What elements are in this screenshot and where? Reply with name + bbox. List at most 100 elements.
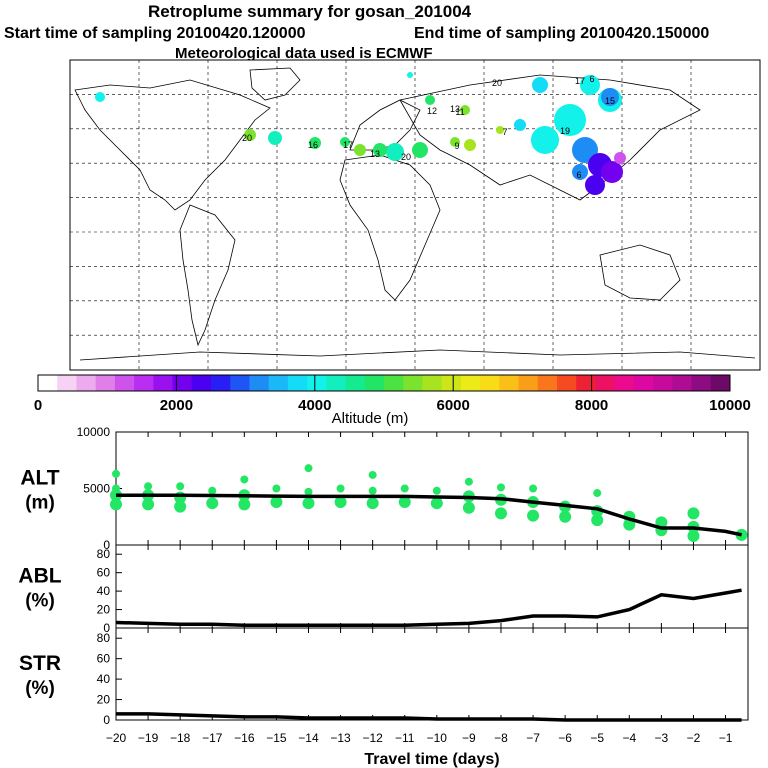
- plume-marker: [572, 164, 588, 180]
- x-tick-label: −4: [622, 731, 636, 745]
- panel-unit: (%): [25, 678, 55, 699]
- altitude-point: [368, 486, 377, 495]
- colorbar-segment: [499, 375, 520, 391]
- south-america-outline: [179, 204, 236, 347]
- altitude-point: [336, 484, 345, 493]
- plume-marker: [532, 77, 548, 93]
- altitude-point: [559, 510, 572, 523]
- plume-marker: [460, 105, 470, 115]
- altitude-point: [110, 498, 122, 511]
- colorbar-segment: [537, 375, 558, 391]
- x-tick-label: −8: [494, 731, 508, 745]
- y-tick-label: 0: [103, 621, 110, 635]
- colorbar-segment: [230, 375, 250, 391]
- altitude-point: [334, 496, 347, 509]
- x-tick-label: −3: [655, 731, 669, 745]
- time-series-panels: 0 5000 10000 ALT (m) 0 20 40 60 80 ABL (%) 0 20 40 60 80…: [18, 425, 749, 768]
- plume-day-label: 13: [370, 149, 380, 159]
- plume-day-label: 15: [605, 96, 615, 106]
- panel-label: ALT: [20, 467, 59, 490]
- greenland-outline: [249, 67, 301, 101]
- colorbar-segment: [557, 375, 577, 391]
- plume-day-label: 11: [455, 107, 464, 117]
- plume-marker: [386, 143, 404, 161]
- panel-frame: [115, 627, 749, 721]
- altitude-point: [496, 483, 505, 492]
- altitude-point: [464, 477, 473, 486]
- y-tick-label: 80: [97, 547, 111, 561]
- colorbar-segment: [134, 375, 154, 391]
- colorbar-segment: [191, 375, 212, 391]
- colorbar-segment: [614, 375, 635, 391]
- plume-day-label: 16: [308, 140, 318, 150]
- altitude-colorbar: 0 2000 4000 6000 8000 10000 Altitude (m): [34, 374, 751, 427]
- colorbar-tick-label: 4000: [298, 397, 331, 414]
- x-tick-label: −11: [395, 731, 415, 745]
- map-gridlines: [70, 60, 760, 370]
- x-tick-label: −20: [106, 731, 127, 745]
- colorbar-segment: [114, 375, 135, 391]
- colorbar-segment: [518, 375, 539, 391]
- x-tick-label: −10: [427, 731, 448, 745]
- plume-marker: [354, 144, 366, 156]
- y-tick-label: 0: [103, 713, 110, 727]
- plume-day-label: 9: [454, 141, 459, 151]
- africa-outline: [339, 154, 441, 301]
- x-tick-label: −15: [266, 731, 287, 745]
- x-tick-label: −5: [590, 731, 604, 745]
- plume-day-label: 19: [560, 126, 570, 136]
- altitude-point: [174, 491, 187, 504]
- start-time-label: Start time of sampling 20100420.120000: [4, 25, 306, 42]
- altitude-point: [591, 514, 604, 527]
- altitude-point: [144, 482, 153, 491]
- panel-alt: 0 5000 10000 ALT (m): [20, 425, 749, 552]
- plume-day-label: 17: [343, 140, 353, 150]
- plume-marker: [244, 129, 256, 141]
- world-map: 19 17 6 15 20 13 16 17 20 13 9 7 6 20 12 11: [69, 59, 761, 371]
- altitude-point: [687, 529, 700, 542]
- plume-marker: [340, 137, 350, 147]
- plume-day-label: 6: [576, 170, 581, 180]
- colorbar-tick-label: 0: [34, 397, 42, 414]
- colorbar-tick-label: 2000: [160, 397, 193, 414]
- plume-marker: [425, 95, 435, 105]
- altitude-point: [304, 487, 313, 496]
- colorbar-segment: [480, 375, 500, 391]
- plume-marker: [531, 126, 559, 154]
- colorbar-tick-label: 6000: [437, 397, 470, 414]
- colorbar-segment: [672, 375, 693, 391]
- altitude-point: [270, 496, 283, 509]
- colorbar-segment: [211, 375, 231, 391]
- colorbar-segment: [422, 375, 443, 391]
- colorbar-segment: [345, 375, 366, 391]
- altitude-point: [366, 497, 379, 510]
- plume-marker: [373, 143, 387, 157]
- plume-markers: 19 17 6 15 20 13 16 17 20 13 9 7 6 20 12 11: [95, 72, 626, 195]
- plume-marker: [514, 119, 526, 131]
- colorbar-segment: [595, 375, 616, 391]
- x-axis-title: Travel time (days): [364, 751, 499, 768]
- x-tick-label: −13: [330, 731, 351, 745]
- colorbar-segment: [326, 375, 347, 391]
- plume-day-label: 12: [427, 106, 437, 116]
- y-tick-label: 20: [97, 693, 111, 707]
- plume-marker: [580, 75, 600, 95]
- colorbar-segment: [633, 375, 654, 391]
- altitude-point: [206, 497, 219, 510]
- x-tick-label: −12: [362, 731, 383, 745]
- plume-day-label: 20: [401, 152, 411, 162]
- plume-marker: [450, 137, 460, 147]
- colorbar-segment: [691, 375, 712, 391]
- y-tick-label: 0: [103, 538, 110, 552]
- plume-marker: [309, 137, 321, 149]
- y-tick-label: 60: [97, 566, 111, 580]
- y-tick-label: 5000: [83, 482, 110, 496]
- colorbar-tick-label: 8000: [575, 397, 608, 414]
- x-tick-label: −2: [687, 731, 701, 745]
- colorbar-segment: [653, 375, 673, 391]
- y-tick-label: 20: [97, 603, 111, 617]
- altitude-point: [430, 497, 443, 510]
- x-tick-label: −18: [170, 731, 191, 745]
- altitude-point: [238, 498, 251, 511]
- panel-unit: (%): [25, 591, 55, 612]
